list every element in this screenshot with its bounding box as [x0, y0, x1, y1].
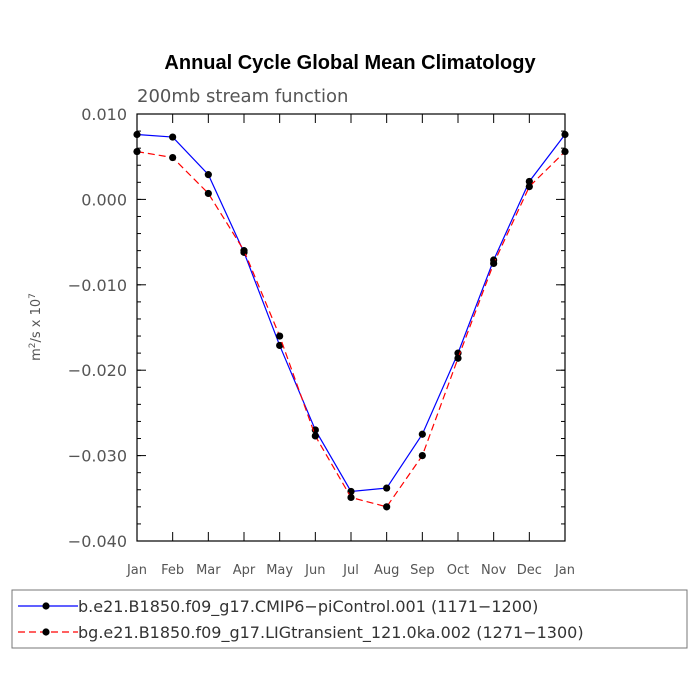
- x-tick-label: Nov: [481, 563, 507, 578]
- x-tick-label: Sep: [410, 563, 435, 578]
- series-2-point: [561, 147, 569, 156]
- x-tick-label: May: [266, 563, 293, 578]
- y-axis: 0.010 0.000 −0.010 −0.020 −0.030 −0.040: [68, 105, 565, 551]
- series-2-point: [133, 147, 141, 156]
- x-tick-label: Feb: [161, 563, 184, 578]
- series-2-point: [311, 432, 319, 440]
- y-tick-label: −0.020: [68, 361, 127, 380]
- series-1-point: [133, 130, 141, 139]
- chart-subtitle: 200mb stream function: [137, 86, 348, 107]
- series-2-point: [454, 354, 462, 362]
- x-tick-label: Jul: [342, 563, 359, 578]
- x-tick-label: Mar: [196, 563, 221, 578]
- legend-marker-1: [42, 602, 50, 610]
- x-tick-label: Jan: [126, 563, 147, 578]
- series-line-2: [136, 150, 566, 508]
- legend-marker-2: [42, 628, 50, 636]
- y-tick-label: 0.010: [81, 105, 127, 124]
- x-tick-label: Oct: [447, 563, 469, 578]
- legend-label-1: b.e21.B1850.f09_g17.CMIP6−piControl.001 …: [78, 597, 538, 617]
- y-tick-label: 0.000: [81, 190, 127, 209]
- series-line-1: [136, 133, 566, 493]
- plot-border: [136, 113, 566, 542]
- y-tick-label: −0.030: [68, 447, 127, 466]
- series-2-point: [240, 247, 248, 255]
- series-2-point: [169, 153, 177, 162]
- y-axis-label: m2/s x 107: [28, 293, 44, 361]
- series-2-point: [490, 259, 498, 268]
- series-1-point: [418, 430, 426, 438]
- series-2-point: [204, 189, 212, 198]
- x-tick-label: Dec: [517, 563, 542, 578]
- y-tick-label: −0.040: [68, 532, 127, 551]
- legend-label-2: bg.e21.B1850.f09_g17.LIGtransient_121.0k…: [78, 623, 584, 643]
- series-2-point: [525, 182, 533, 191]
- plot-frame: [136, 113, 566, 542]
- legend-box: [11, 589, 688, 649]
- x-tick-label: Apr: [233, 563, 256, 578]
- series-group: [133, 130, 569, 511]
- series-1-point: [204, 171, 212, 179]
- series-1-point: [311, 426, 319, 434]
- series-1-point: [169, 133, 177, 141]
- y-tick-label: −0.010: [68, 276, 127, 295]
- series-2-point: [347, 493, 355, 502]
- legend: b.e21.B1850.f09_g17.CMIP6−piControl.001 …: [11, 589, 688, 649]
- series-2-point: [276, 332, 284, 340]
- series-1-point: [561, 130, 569, 139]
- series-1-point: [525, 177, 533, 186]
- x-tick-label: Jun: [304, 563, 325, 578]
- x-tick-label: Aug: [374, 563, 399, 578]
- chart-title: Annual Cycle Global Mean Climatology: [164, 52, 536, 74]
- series-2-point: [383, 503, 391, 511]
- series-2-point: [418, 452, 426, 460]
- series-1-point: [276, 341, 284, 350]
- x-axis: Jan Feb Mar Apr May Jun Jul Aug Sep Oct Nov Dec Jan: [126, 114, 575, 578]
- x-tick-label: Jan: [554, 563, 575, 578]
- series-1-point: [383, 484, 391, 492]
